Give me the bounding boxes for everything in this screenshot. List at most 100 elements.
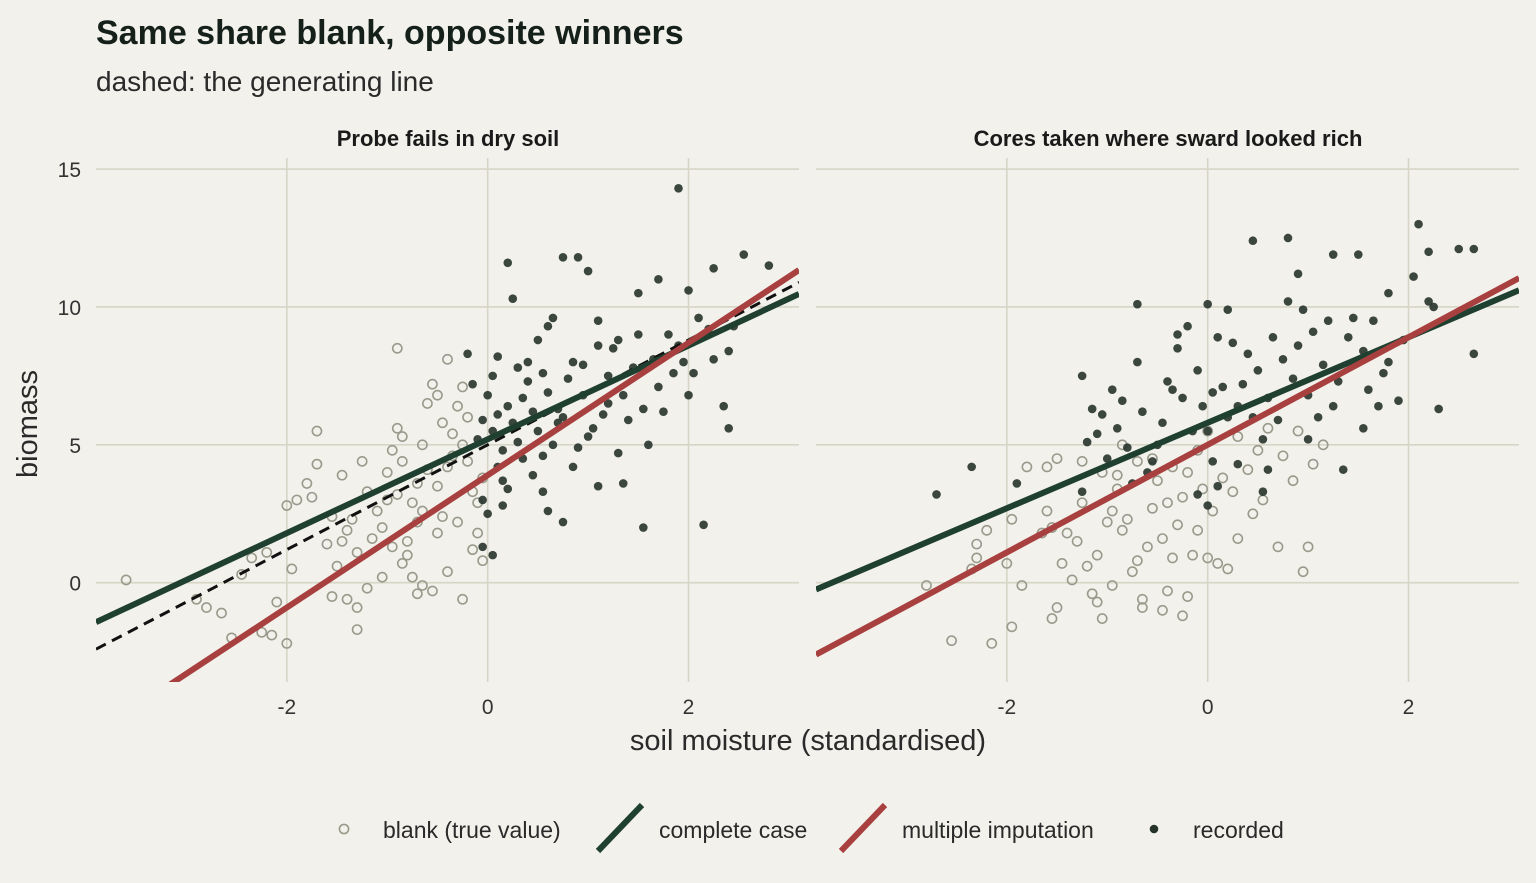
blank-point [356, 455, 368, 467]
recorded-point [1133, 357, 1142, 367]
x-tick-label: -2 [277, 696, 296, 719]
panel-title: Cores taken where sward looked rich [974, 126, 1363, 151]
blank-point [1111, 469, 1123, 481]
blank-point [331, 560, 343, 572]
blank-point [1081, 560, 1093, 572]
recorded-point [1087, 404, 1097, 414]
recorded-point [593, 341, 603, 350]
blank-point [291, 494, 303, 506]
recorded-point [1163, 377, 1172, 386]
blank-point [391, 422, 403, 434]
recorded-point [1118, 396, 1127, 405]
recorded-point [1298, 305, 1308, 314]
recorded-point [1168, 385, 1177, 394]
blank-point [1242, 464, 1254, 476]
recorded-point [694, 313, 703, 323]
recorded-point [513, 437, 523, 447]
recorded-point [1193, 366, 1202, 375]
blank-point [432, 389, 443, 401]
legend-key [338, 823, 350, 835]
blank-point [432, 480, 443, 492]
recorded-point [1429, 302, 1438, 312]
blank-point [286, 563, 298, 575]
blank-point [1076, 455, 1088, 467]
blank-point [981, 524, 993, 536]
blank-point [1006, 621, 1018, 633]
blank-point [401, 535, 413, 547]
recorded-point [1253, 366, 1263, 375]
points [120, 184, 774, 649]
blank-point [391, 342, 403, 354]
blank-point [1177, 491, 1188, 503]
blank-point [1287, 475, 1299, 487]
recorded-point [558, 412, 568, 422]
blank-point [351, 624, 363, 635]
blank-point [256, 626, 268, 638]
recorded-point [1409, 272, 1418, 281]
recorded-point [669, 368, 678, 378]
blank-point [1056, 558, 1068, 569]
blank-point [1217, 472, 1229, 484]
recorded-point [1248, 236, 1258, 246]
blank-point [321, 538, 333, 550]
recorded-point [1343, 332, 1353, 342]
recorded-point [503, 484, 513, 494]
recorded-point [1012, 479, 1022, 488]
blank-point [1131, 455, 1143, 467]
recorded-point [1243, 349, 1253, 359]
blank-point [216, 607, 227, 619]
gridlines [96, 158, 799, 682]
recorded-point [568, 462, 578, 472]
recorded-point [1173, 330, 1182, 339]
recorded-point [1258, 487, 1268, 497]
recorded-point [679, 357, 688, 367]
blank-point [1257, 494, 1269, 506]
recorded-point [1077, 371, 1087, 381]
recorded-point [709, 355, 718, 364]
blank-point [406, 497, 418, 509]
recorded-point [684, 286, 693, 295]
blank-point [386, 541, 398, 553]
blank-point [986, 637, 998, 649]
recorded-point [699, 520, 708, 530]
legend-key [838, 802, 888, 854]
recorded-point [1354, 250, 1363, 259]
recorded-point [664, 330, 673, 339]
blank-point [1091, 596, 1103, 608]
blank-point [351, 602, 363, 613]
blank-point [1162, 497, 1173, 509]
recorded-point [1424, 247, 1433, 257]
recorded-point [1077, 487, 1087, 497]
recorded-point [603, 399, 613, 408]
blank-point [1177, 610, 1188, 622]
recorded-point [1293, 341, 1303, 350]
recorded-point [608, 343, 618, 353]
recorded-point [1369, 316, 1378, 326]
recorded-point [684, 390, 693, 400]
blank-point [1202, 552, 1214, 564]
blank-point [1136, 593, 1148, 605]
recorded-point [1218, 382, 1228, 392]
recorded-point [1183, 321, 1192, 331]
blank-point [1227, 486, 1239, 498]
blank-point [341, 593, 353, 605]
panel-title: Probe fails in dry soil [337, 126, 560, 151]
blank-point [1071, 535, 1083, 547]
recorded-point [1203, 299, 1212, 309]
recorded-point [503, 401, 513, 411]
blank-point [1006, 513, 1018, 525]
recorded-point [498, 476, 508, 485]
recorded-point [659, 407, 668, 417]
recorded-point [563, 374, 573, 383]
blank-point [1292, 425, 1304, 437]
blank-point [411, 478, 423, 489]
blank-point [1046, 613, 1058, 624]
recorded-point [1384, 288, 1393, 298]
recorded-point [618, 390, 628, 400]
recorded-point [1469, 244, 1479, 254]
recorded-point [1313, 412, 1323, 422]
blank-point [472, 527, 484, 539]
recorded-point [1263, 465, 1273, 474]
blank-point [371, 505, 383, 517]
recorded-point [1414, 219, 1423, 229]
